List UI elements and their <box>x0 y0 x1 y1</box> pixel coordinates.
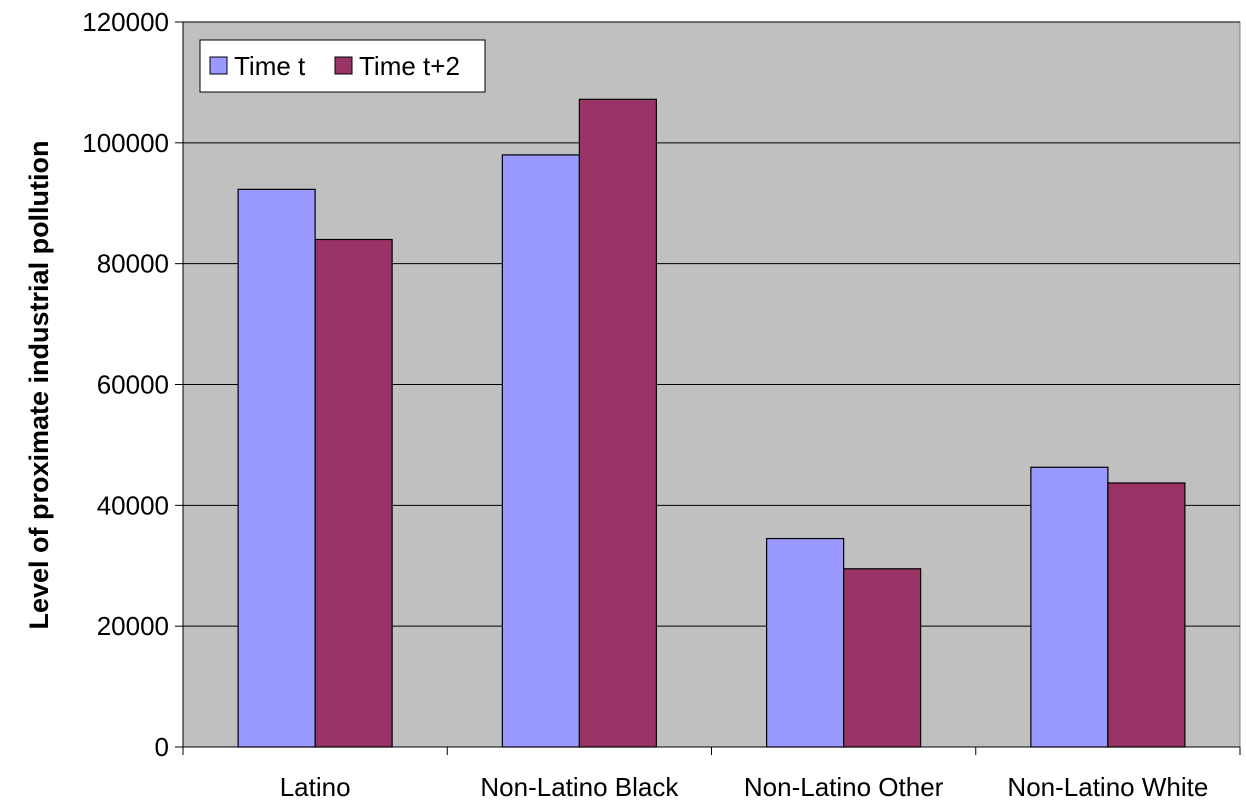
bar-time-t <box>501 154 580 748</box>
bar-time-t-plus-2 <box>843 568 922 748</box>
legend: Time t Time t+2 <box>199 39 486 93</box>
bar-time-t <box>237 188 316 748</box>
y-tick-label: 120000 <box>82 7 169 37</box>
axes <box>175 21 1241 755</box>
bars <box>237 98 1186 748</box>
y-tick-label: 60000 <box>97 370 169 400</box>
y-axis-title: Level of proximate industrial pollution <box>24 140 54 629</box>
y-tick-labels: 0 20000 40000 60000 80000 100000 120000 <box>82 7 169 762</box>
bar-time-t-plus-2 <box>1107 482 1186 748</box>
y-tick-label: 0 <box>155 732 169 762</box>
legend-swatch <box>334 56 353 75</box>
bar-time-t <box>766 537 845 748</box>
legend-label: Time t+2 <box>359 51 460 81</box>
x-tick-labels: Latino Non-Latino Black Non-Latino Other No… <box>280 772 1209 802</box>
x-tick-label: Non-Latino Black <box>480 772 679 802</box>
bar-time-t-plus-2 <box>578 98 657 748</box>
x-tick-label: Latino <box>280 772 351 802</box>
bar-time-t-plus-2 <box>314 238 393 748</box>
x-tick-label: Non-Latino Other <box>744 772 944 802</box>
x-tick-label: Non-Latino White <box>1007 772 1208 802</box>
y-tick-label: 40000 <box>97 490 169 520</box>
y-tick-label: 80000 <box>97 249 169 279</box>
bar-time-t <box>1030 466 1109 748</box>
legend-label: Time t <box>234 51 306 81</box>
legend-swatch <box>209 56 228 75</box>
y-tick-label: 20000 <box>97 611 169 641</box>
y-tick-label: 100000 <box>82 128 169 158</box>
